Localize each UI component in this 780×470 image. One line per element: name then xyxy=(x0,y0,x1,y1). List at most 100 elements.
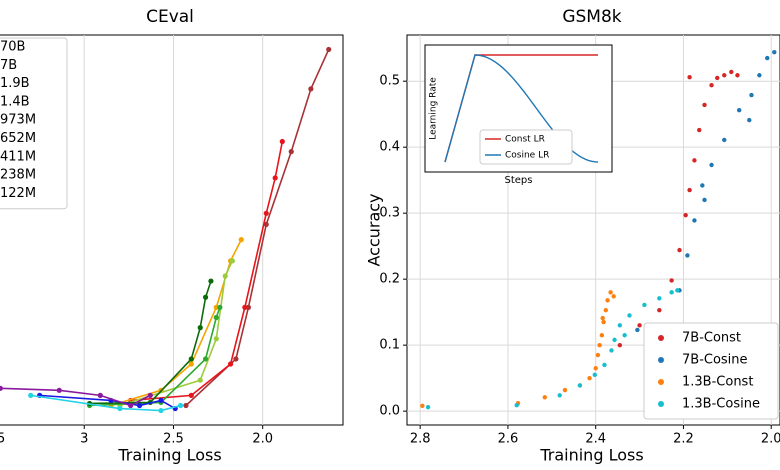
point xyxy=(562,387,568,393)
point xyxy=(242,304,248,310)
x-tick-label: 2.6 xyxy=(498,432,519,447)
chart-title: GSM8k xyxy=(562,7,621,27)
point xyxy=(709,82,714,88)
point xyxy=(238,237,244,243)
point xyxy=(765,55,770,61)
point xyxy=(425,404,431,410)
x-tick-label: 2.4 xyxy=(585,432,606,447)
point xyxy=(128,402,134,409)
point xyxy=(577,383,583,388)
point xyxy=(722,137,727,143)
point xyxy=(617,342,623,348)
point xyxy=(326,46,332,53)
point xyxy=(158,397,164,404)
x-tick-label: 3.5 xyxy=(0,432,5,447)
legend-swatch xyxy=(658,357,664,363)
point xyxy=(635,327,640,333)
x-axis-label: Training Loss xyxy=(539,446,643,465)
x-tick-label: 2.0 xyxy=(252,432,273,447)
point xyxy=(612,337,617,343)
x-axis-label: Training Loss xyxy=(117,446,221,465)
point xyxy=(669,278,674,283)
legend-label: 70B xyxy=(0,40,25,55)
point xyxy=(657,307,662,313)
point xyxy=(188,392,194,398)
x-tick-label: 2.5 xyxy=(163,432,184,447)
point xyxy=(213,336,219,342)
point xyxy=(772,49,777,55)
legend-label: 238M xyxy=(0,168,36,183)
point xyxy=(702,102,707,108)
legend-label: 7B-Cosine xyxy=(682,353,748,368)
point xyxy=(622,333,627,338)
point xyxy=(749,92,754,98)
point xyxy=(592,372,598,378)
point xyxy=(279,138,285,145)
point xyxy=(595,352,601,358)
y-tick-label: 0.0 xyxy=(379,404,400,419)
point xyxy=(213,304,219,310)
point xyxy=(597,342,602,348)
chart-title: CEval xyxy=(146,7,194,27)
point xyxy=(715,75,720,81)
point xyxy=(722,73,727,78)
legend-label: 1.9B xyxy=(0,76,30,91)
y-tick-label: 0.1 xyxy=(379,338,400,353)
legend-swatch xyxy=(658,401,664,407)
legend-label: 122M xyxy=(0,186,36,201)
point xyxy=(605,298,610,303)
point xyxy=(611,294,616,299)
point xyxy=(178,402,184,409)
point xyxy=(158,407,164,414)
point xyxy=(600,315,605,321)
point xyxy=(147,392,153,398)
point xyxy=(697,127,702,133)
point xyxy=(736,108,742,113)
point xyxy=(56,387,62,393)
point xyxy=(685,253,690,258)
point xyxy=(0,385,3,391)
point xyxy=(687,75,692,80)
point xyxy=(217,304,223,310)
point xyxy=(542,395,547,400)
x-tick-label: 2.0 xyxy=(761,432,780,447)
series-line xyxy=(110,239,242,407)
inset-legend-label: Const LR xyxy=(505,135,545,145)
point xyxy=(233,356,239,362)
point xyxy=(308,86,314,92)
point xyxy=(599,333,605,338)
inset-legend-label: Cosine LR xyxy=(505,151,549,161)
point xyxy=(627,313,632,318)
y-tick-label: 0.5 xyxy=(379,74,400,89)
point xyxy=(208,278,214,284)
point xyxy=(188,361,194,367)
point xyxy=(683,212,688,218)
point xyxy=(692,158,697,163)
inset-line xyxy=(444,54,599,163)
point xyxy=(263,210,269,216)
point xyxy=(702,197,707,203)
point xyxy=(245,304,252,310)
y-tick-label: 0.3 xyxy=(379,206,400,221)
point xyxy=(729,69,734,75)
point xyxy=(97,392,103,398)
point xyxy=(202,294,209,300)
point xyxy=(700,183,705,188)
point xyxy=(669,290,674,295)
inset-legend xyxy=(479,129,573,165)
point xyxy=(197,377,203,383)
point xyxy=(609,348,614,353)
point xyxy=(677,247,682,253)
y-tick-label: 0.2 xyxy=(379,272,400,287)
point xyxy=(757,73,762,78)
point xyxy=(288,149,294,155)
legend-label: 7B xyxy=(0,58,17,73)
point xyxy=(197,325,203,331)
legend-label: 7B-Const xyxy=(682,331,741,346)
point xyxy=(657,296,662,301)
y-tick-label: 0.4 xyxy=(379,140,400,155)
point xyxy=(227,361,234,367)
point xyxy=(608,290,613,295)
point xyxy=(222,273,228,279)
